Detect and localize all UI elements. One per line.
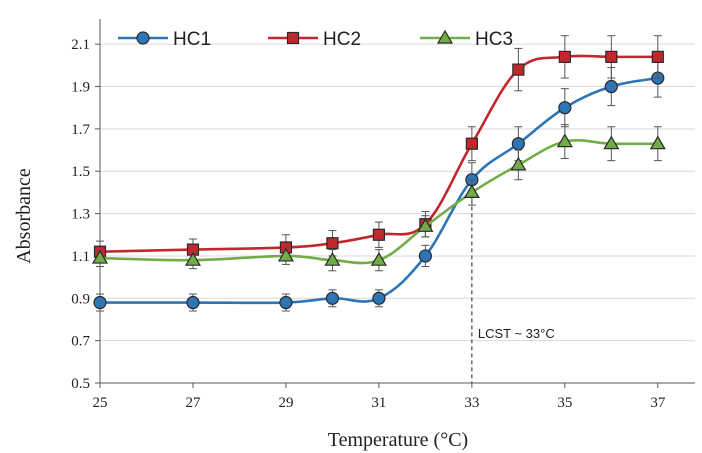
data-point-hc3 bbox=[277, 247, 294, 262]
data-point-hc1 bbox=[186, 295, 200, 310]
tick-labels: 25 27 29 31 33 35 37 0.5 0.7 0.9 1.1 1.3 1.5 1.7 1.9 2.… bbox=[71, 37, 666, 411]
data-point-hc3 bbox=[91, 249, 109, 264]
data-point-hc3 bbox=[463, 184, 480, 199]
lcst-label: LCST ~ 33°C bbox=[478, 326, 555, 341]
x-tick-label: 29 bbox=[278, 395, 293, 411]
data-point-hc2 bbox=[558, 50, 571, 63]
legend-item-hc2: HC2 bbox=[268, 29, 361, 50]
legend-marker bbox=[136, 31, 150, 45]
y-tick-label: 0.5 bbox=[71, 376, 90, 392]
x-tick-label: 35 bbox=[557, 395, 572, 411]
data-point-hc3 bbox=[649, 135, 666, 150]
data-point-hc1 bbox=[418, 249, 432, 263]
data-point-hc2 bbox=[465, 137, 478, 150]
data-point-hc3 bbox=[324, 251, 341, 266]
y-tick-label: 0.9 bbox=[71, 291, 90, 307]
data-point-hc3 bbox=[184, 251, 202, 266]
series-hc1 bbox=[93, 58, 665, 312]
data-point-hc1 bbox=[604, 79, 618, 94]
lcst-annotation: LCST ~ 33°C bbox=[471, 192, 555, 383]
legend-label: HC3 bbox=[475, 29, 513, 50]
x-tick-label: 25 bbox=[93, 395, 108, 411]
data-point-hc2 bbox=[512, 63, 525, 76]
data-point-hc3 bbox=[510, 156, 527, 171]
legend-item-hc3: HC3 bbox=[420, 29, 513, 50]
x-tick-label: 37 bbox=[650, 395, 666, 411]
data-point-hc2 bbox=[605, 50, 618, 63]
data-point-hc3 bbox=[417, 218, 434, 232]
legend-marker bbox=[436, 29, 454, 44]
data-point-hc2 bbox=[326, 237, 339, 250]
x-axis-title: Temperature (°C) bbox=[328, 429, 468, 451]
data-point-hc3 bbox=[370, 251, 387, 266]
y-tick-label: 1.1 bbox=[71, 249, 90, 265]
y-tick-label: 1.7 bbox=[71, 122, 90, 138]
legend-label: HC1 bbox=[173, 29, 211, 50]
legend: HC1 HC2 HC3 bbox=[118, 29, 513, 50]
data-point-hc2 bbox=[651, 50, 664, 63]
legend-item-hc1: HC1 bbox=[118, 29, 211, 50]
x-tick-label: 31 bbox=[371, 395, 386, 411]
series-hc3 bbox=[91, 124, 666, 272]
data-point-hc3 bbox=[556, 133, 573, 148]
data-point-hc1 bbox=[325, 291, 340, 305]
y-tick-label: 1.9 bbox=[71, 80, 90, 96]
data-point-hc1 bbox=[279, 295, 293, 310]
axes bbox=[95, 19, 695, 388]
x-tick-label: 33 bbox=[464, 395, 479, 411]
y-tick-label: 1.3 bbox=[71, 207, 90, 223]
y-tick-label: 2.1 bbox=[71, 37, 90, 53]
data-point-hc1 bbox=[511, 137, 525, 151]
x-tick-label: 27 bbox=[185, 395, 201, 411]
legend-label: HC2 bbox=[323, 29, 361, 50]
y-tick-label: 1.5 bbox=[71, 164, 90, 180]
data-point-hc3 bbox=[603, 135, 620, 150]
data-point-hc1 bbox=[558, 101, 572, 115]
data-point-hc2 bbox=[372, 228, 386, 241]
horizontal-gridlines bbox=[100, 43, 695, 342]
y-tick-label: 0.7 bbox=[71, 334, 90, 350]
series-hc2 bbox=[93, 35, 664, 263]
y-axis-title: Absorbance bbox=[13, 168, 35, 264]
data-point-hc1 bbox=[93, 295, 107, 310]
data-series bbox=[91, 35, 666, 312]
legend-marker bbox=[286, 31, 300, 45]
data-point-hc1 bbox=[372, 291, 386, 305]
